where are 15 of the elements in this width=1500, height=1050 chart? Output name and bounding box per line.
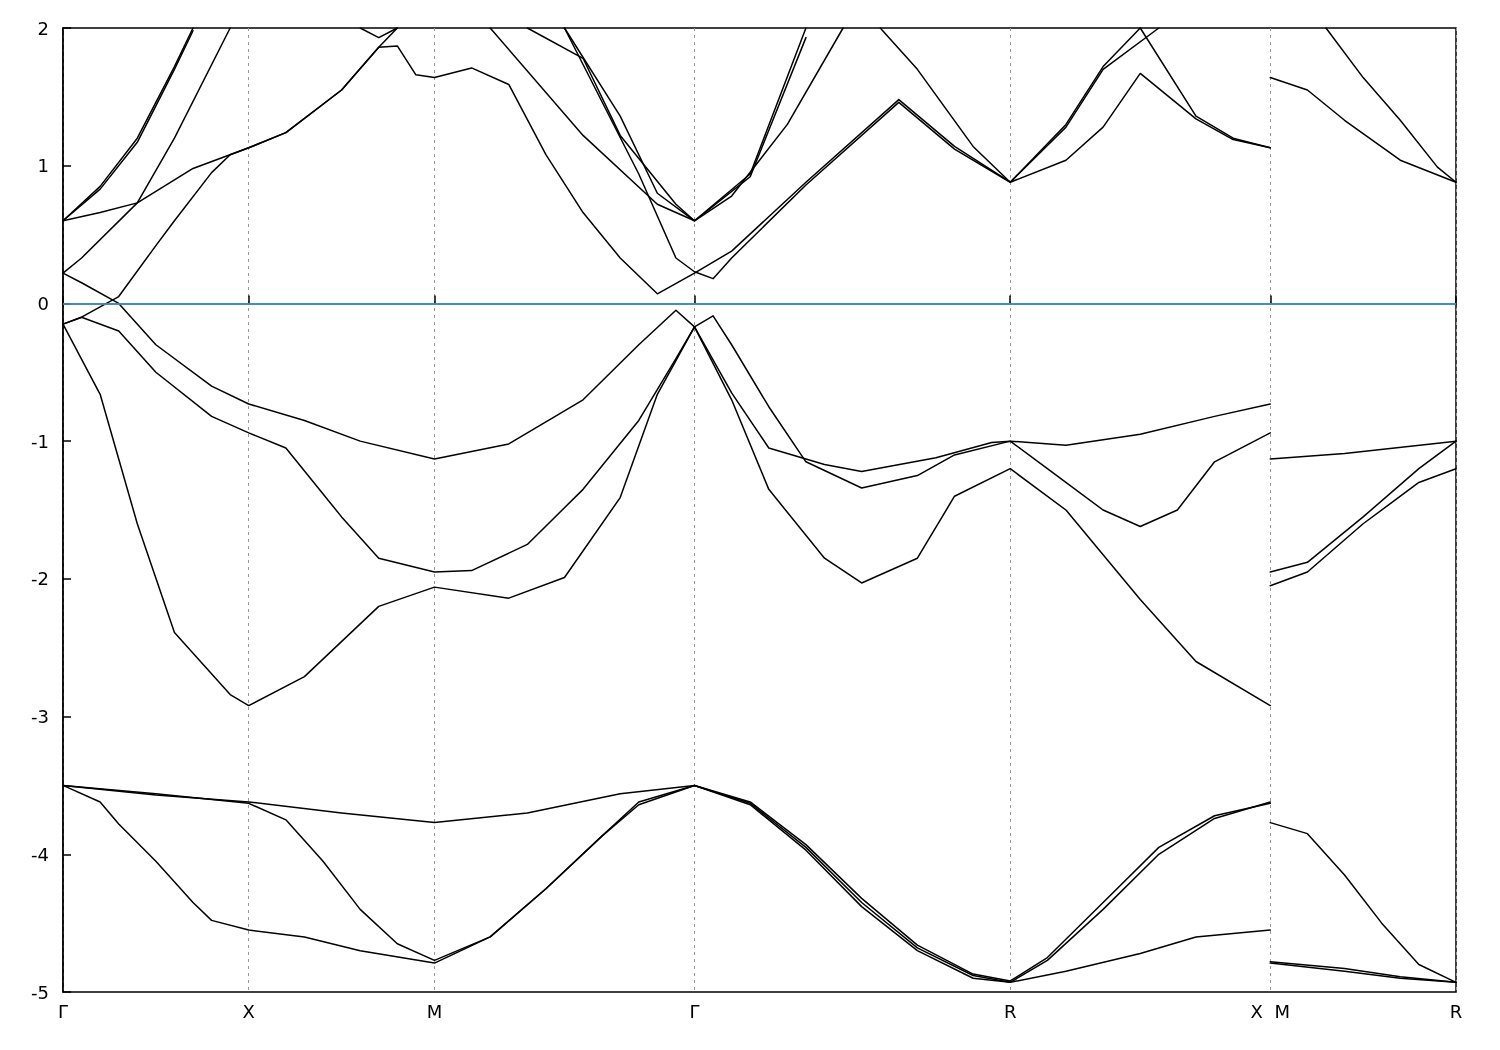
x-tick-label: Γ bbox=[57, 1000, 69, 1022]
x-tick-label: Γ bbox=[689, 1000, 700, 1022]
y-tick-label: -2 bbox=[31, 568, 49, 590]
y-tick-label: -4 bbox=[31, 843, 49, 865]
x-tick-label: R bbox=[1449, 1000, 1463, 1022]
y-tick-label: 1 bbox=[37, 155, 49, 177]
x-tick-label: M bbox=[426, 1000, 443, 1022]
y-tick-label: -3 bbox=[31, 706, 49, 728]
x-tick-label: X M bbox=[1250, 1000, 1290, 1022]
y-tick-label: 2 bbox=[37, 17, 49, 39]
y-tick-label: -5 bbox=[31, 981, 49, 1003]
x-tick-label: R bbox=[1003, 1000, 1017, 1022]
y-tick-label: 0 bbox=[37, 292, 49, 314]
y-tick-label: -1 bbox=[31, 430, 49, 452]
x-tick-label: X bbox=[242, 1000, 255, 1022]
